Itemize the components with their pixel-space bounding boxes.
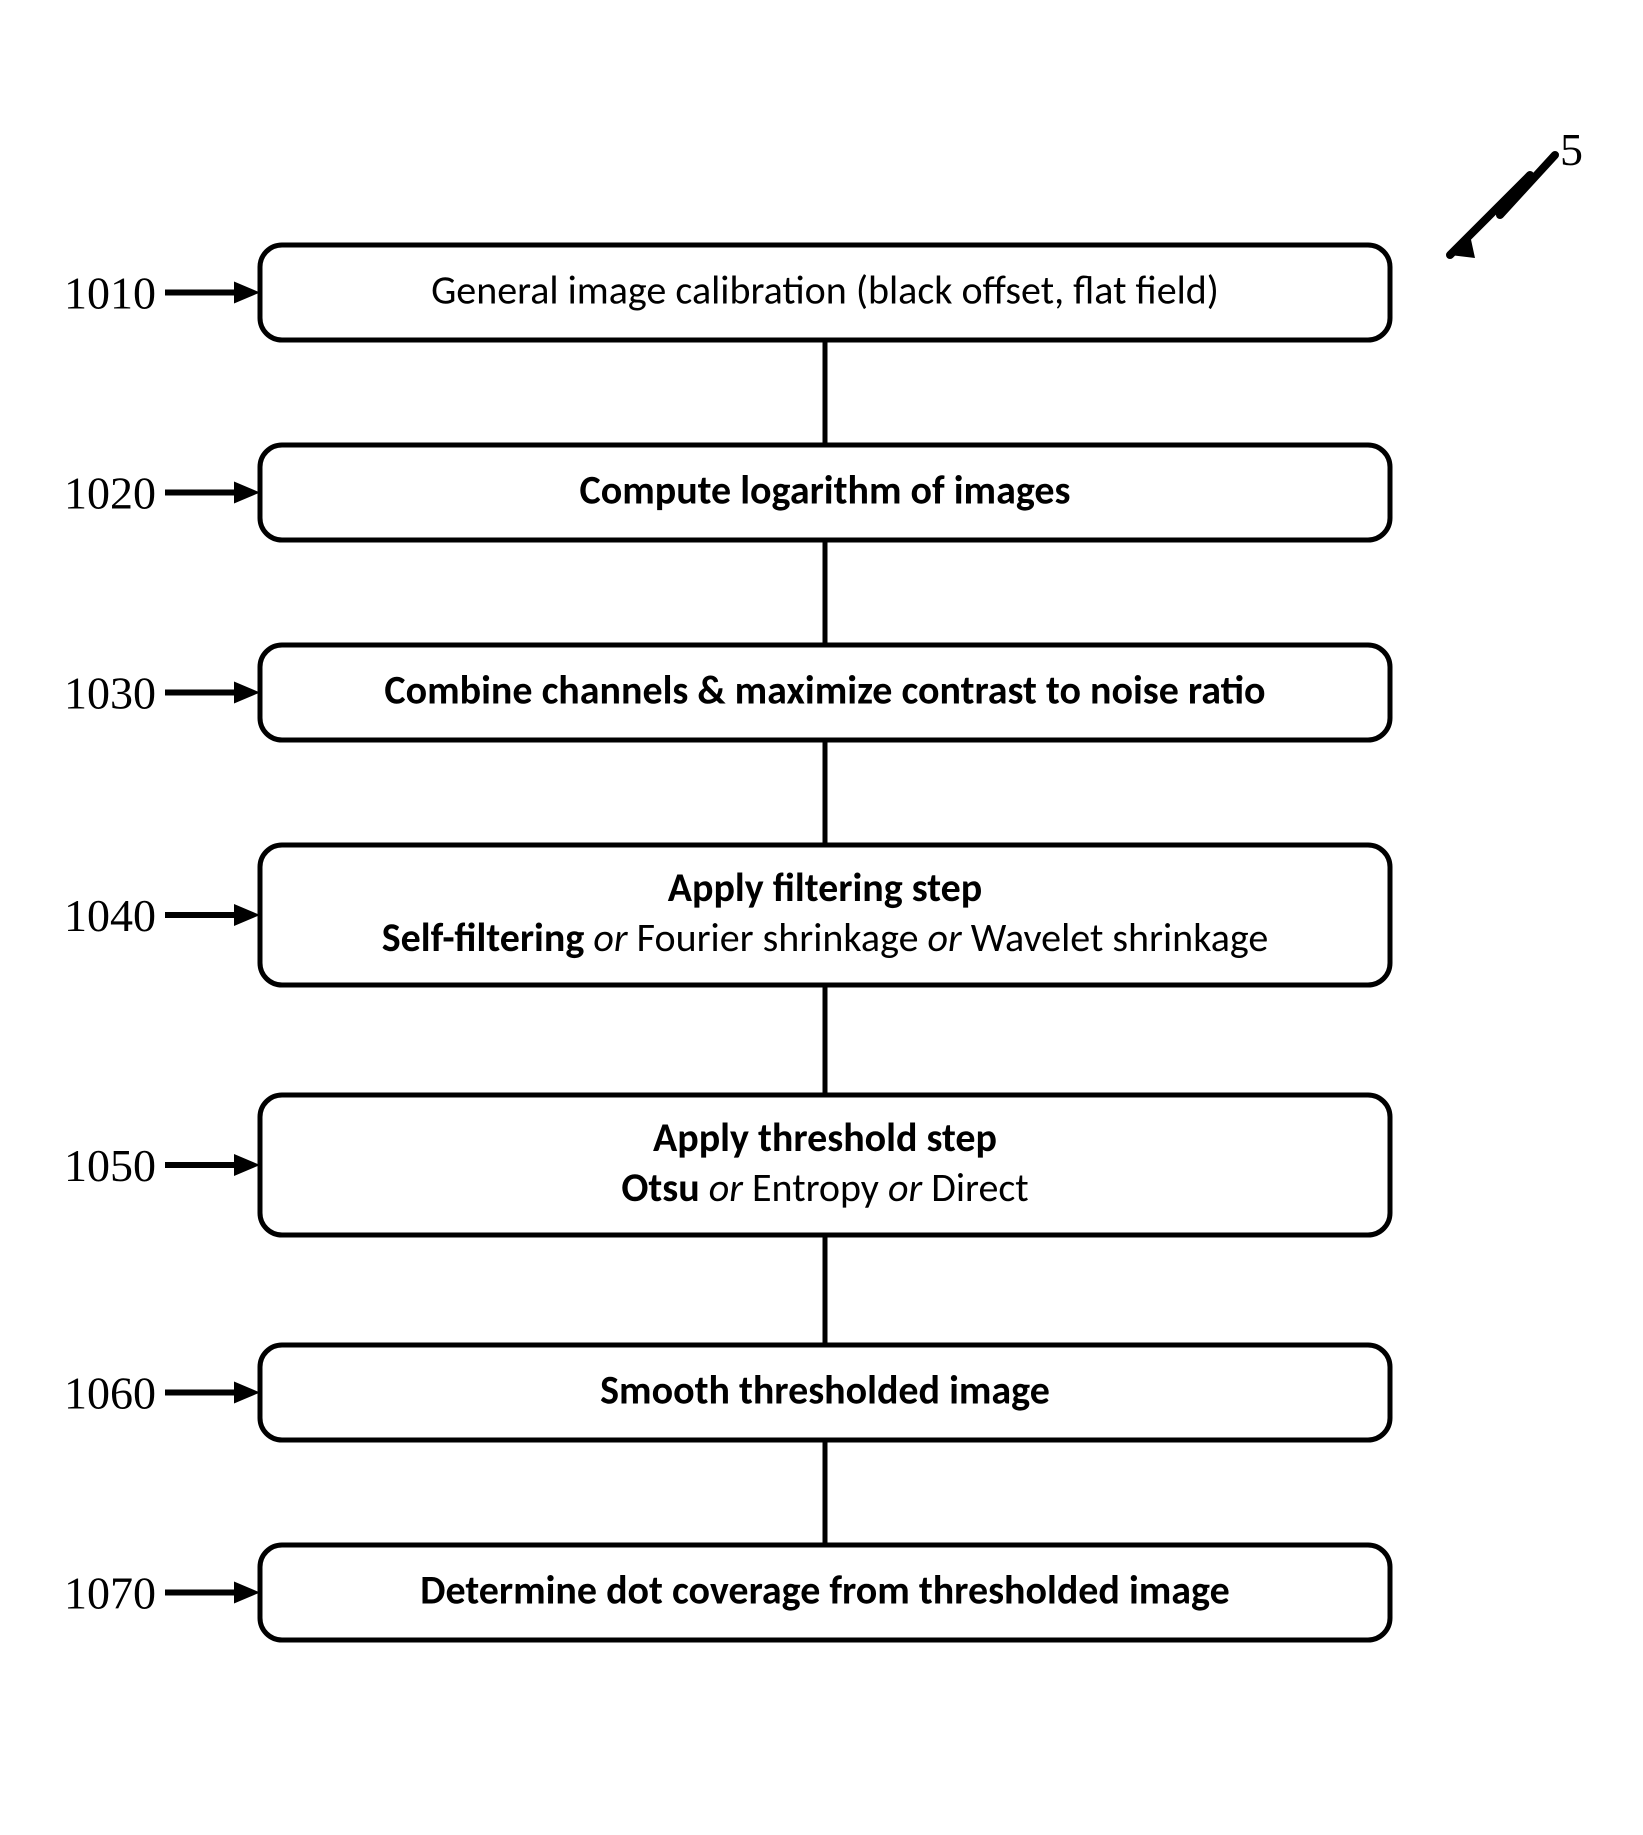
step-label-1040: 1040 [64, 890, 156, 941]
flowchart-canvas: 5 General image calibration (black offset… [0, 0, 1643, 1835]
step-text-1070-line0: Determine dot coverage from thresholded … [420, 1566, 1229, 1615]
step-text-1020-line0: Compute logarithm of images [580, 466, 1071, 515]
step-label-1060: 1060 [64, 1368, 156, 1419]
step-text-1040-line0: Apply filtering step [668, 863, 983, 912]
step-label-1070: 1070 [64, 1568, 156, 1619]
step-label-1030: 1030 [64, 668, 156, 719]
step-label-1020: 1020 [64, 468, 156, 519]
step-text-1040-line1: Self-filtering or Fourier shrinkage or W… [382, 913, 1269, 962]
step-text-1050-line1: Otsu or Entropy or Direct [621, 1163, 1028, 1212]
step-text-1050-line0: Apply threshold step [653, 1113, 997, 1162]
step-text-1010-line0: General image calibration (black offset,… [431, 266, 1219, 315]
step-label-1010: 1010 [64, 268, 156, 319]
callout-label: 5 [1560, 124, 1583, 175]
step-label-1050: 1050 [64, 1140, 156, 1191]
step-text-1060-line0: Smooth thresholded image [600, 1366, 1050, 1415]
step-text-1030-line0: Combine channels & maximize contrast to … [384, 666, 1265, 715]
